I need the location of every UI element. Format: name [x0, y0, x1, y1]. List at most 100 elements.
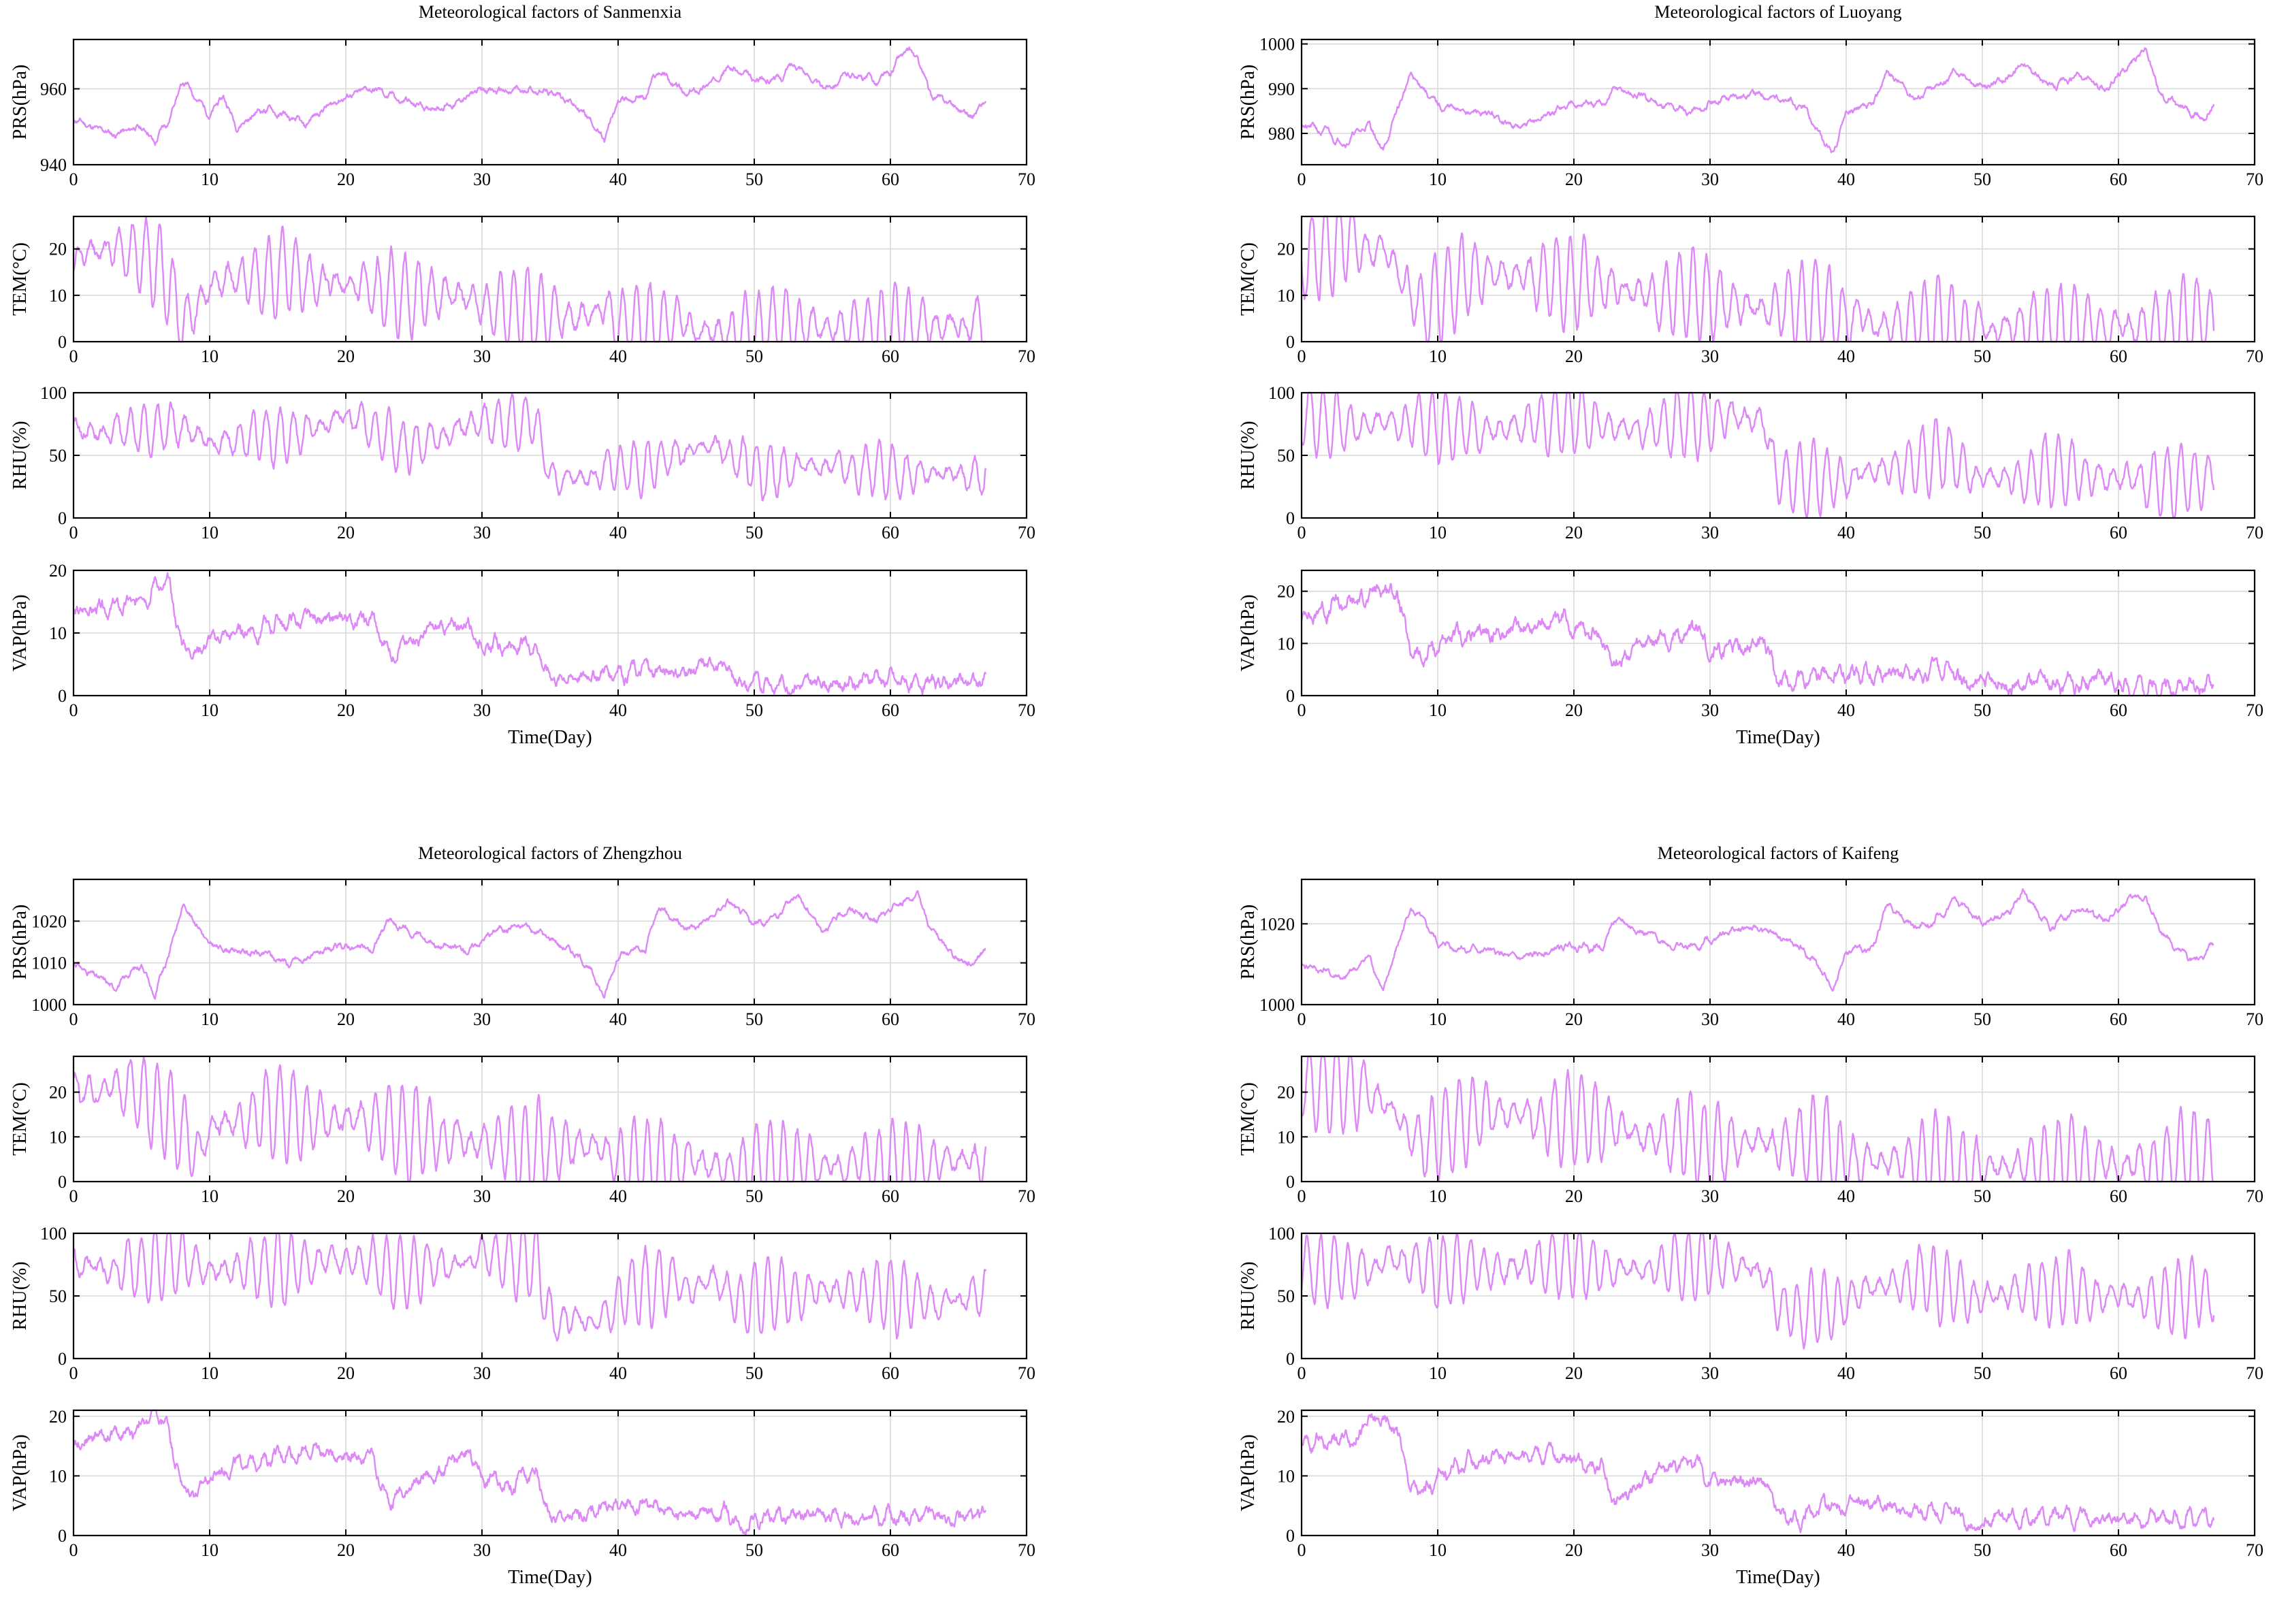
x-axis-label: Time(Day) — [1736, 727, 1820, 748]
x-tick-label: 20 — [337, 169, 355, 189]
y-tick-label: 0 — [1286, 508, 1295, 528]
axes-frame — [1300, 215, 2256, 343]
y-tick-label: 50 — [1277, 446, 1295, 466]
y-tick-label: 10 — [49, 1466, 67, 1486]
x-tick-label: 0 — [1297, 346, 1306, 366]
y-axis-label-vap: VAP(hPa) — [10, 1434, 31, 1511]
y-axis-label-prs: PRS(hPa) — [10, 905, 31, 979]
x-tick-label: 20 — [1565, 1009, 1583, 1029]
x-tick-label: 0 — [1297, 1009, 1306, 1029]
x-tick-label: 70 — [1018, 1363, 1035, 1383]
figure-1: Meteorological factors of Sanmenxia 0 10 20… — [10, 2, 1035, 748]
x-tick-label: 30 — [473, 169, 491, 189]
x-tick-label: 40 — [609, 1540, 627, 1560]
y-tick-label: 10 — [1277, 1466, 1295, 1486]
x-tick-label: 40 — [609, 523, 627, 542]
x-tick-label: 30 — [473, 523, 491, 542]
x-tick-label: 30 — [1701, 169, 1719, 189]
x-tick-label: 0 — [69, 1009, 78, 1029]
y-tick-label: 0 — [58, 332, 67, 352]
x-tick-label: 20 — [1565, 169, 1583, 189]
x-tick-label: 10 — [1429, 169, 1447, 189]
x-tick-label: 30 — [1701, 1186, 1719, 1206]
x-tick-label: 70 — [1018, 346, 1035, 366]
y-tick-label: 0 — [1286, 1172, 1295, 1192]
y-tick-label: 100 — [40, 383, 67, 403]
x-tick-label: 20 — [337, 523, 355, 542]
x-tick-label: 0 — [69, 1363, 78, 1383]
x-tick-label: 60 — [882, 1363, 899, 1383]
x-tick-label: 0 — [1297, 700, 1306, 720]
x-tick-label: 10 — [1429, 700, 1447, 720]
y-tick-label: 0 — [58, 1526, 67, 1546]
x-tick-label: 20 — [1565, 523, 1583, 542]
chart-title: Meteorological factors of Sanmenxia — [419, 2, 682, 22]
x-tick-label: 0 — [1297, 1540, 1306, 1560]
x-tick-label: 50 — [1973, 1540, 1991, 1560]
y-tick-label: 20 — [49, 561, 67, 581]
y-tick-label: 20 — [49, 240, 67, 259]
x-tick-label: 30 — [473, 700, 491, 720]
x-tick-label: 60 — [2110, 346, 2127, 366]
y-axis-label-tem: TEM(°C) — [1238, 242, 1259, 316]
x-tick-label: 60 — [2110, 169, 2127, 189]
x-tick-label: 70 — [1018, 700, 1035, 720]
y-tick-label: 960 — [40, 79, 67, 99]
x-tick-label: 70 — [1018, 1540, 1035, 1560]
x-tick-label: 50 — [745, 346, 763, 366]
x-tick-label: 50 — [745, 1363, 763, 1383]
series-line-prs — [1300, 47, 2215, 154]
y-tick-label: 990 — [1268, 79, 1295, 99]
panel-tem: 0 10 20 30 40 50 60 70 0 10 20 TEM(°C) — [10, 1055, 1035, 1206]
y-axis-label-prs: PRS(hPa) — [1238, 65, 1259, 140]
panel-tem: 0 10 20 30 40 50 60 70 0 10 20 TEM(°C) — [1238, 215, 2263, 366]
y-tick-label: 20 — [49, 1083, 67, 1103]
series-line-rhu — [1300, 391, 2215, 519]
x-tick-label: 50 — [1973, 1186, 1991, 1206]
series-line-rhu — [72, 393, 987, 502]
y-tick-label: 0 — [1286, 686, 1295, 706]
x-tick-label: 10 — [201, 1186, 219, 1206]
x-tick-label: 50 — [745, 1186, 763, 1206]
figure-2: Meteorological factors of Luoyang 0 10 20 30… — [1238, 2, 2263, 748]
x-tick-label: 70 — [1018, 1009, 1035, 1029]
x-tick-label: 0 — [1297, 1186, 1306, 1206]
x-tick-label: 40 — [1837, 523, 1855, 542]
x-tick-label: 30 — [1701, 523, 1719, 542]
y-tick-label: 50 — [49, 446, 67, 466]
axes-frame — [1300, 569, 2256, 697]
x-tick-label: 60 — [882, 1009, 899, 1029]
panel-vap: 0 10 20 30 40 50 60 70 0 10 20 VAP(hPa) — [1238, 569, 2263, 720]
x-tick-label: 20 — [337, 1363, 355, 1383]
x-tick-label: 50 — [745, 169, 763, 189]
panel-prs: 0 10 20 30 40 50 60 70 940 960 PRS(hPa) — [10, 38, 1035, 189]
x-tick-label: 60 — [882, 1186, 899, 1206]
x-tick-label: 50 — [1973, 1363, 1991, 1383]
axes-frame — [1300, 878, 2256, 1006]
y-tick-label: 10 — [49, 1127, 67, 1147]
x-tick-label: 70 — [2246, 346, 2263, 366]
axes-frame — [72, 878, 1028, 1006]
y-tick-label: 50 — [49, 1286, 67, 1306]
panel-vap: 0 10 20 30 40 50 60 70 0 10 20 VAP(hPa) — [10, 1407, 1035, 1560]
x-tick-label: 50 — [745, 1540, 763, 1560]
y-tick-label: 50 — [1277, 1286, 1295, 1306]
x-tick-label: 60 — [2110, 700, 2127, 720]
y-tick-label: 100 — [1268, 1224, 1295, 1244]
series-line-tem — [72, 1056, 987, 1183]
x-tick-label: 70 — [1018, 523, 1035, 542]
x-tick-label: 40 — [1837, 1363, 1855, 1383]
panel-vap: 0 10 20 30 40 50 60 70 0 10 20 VAP(hPa) — [10, 561, 1035, 720]
y-tick-label: 0 — [58, 1172, 67, 1192]
x-tick-label: 20 — [1565, 346, 1583, 366]
axes-frame — [72, 1055, 1028, 1183]
x-tick-label: 20 — [337, 700, 355, 720]
x-tick-label: 10 — [201, 346, 219, 366]
chart-title: Meteorological factors of Luoyang — [1654, 2, 1901, 22]
x-tick-label: 20 — [337, 1540, 355, 1560]
y-tick-label: 20 — [1277, 1407, 1295, 1427]
y-tick-label: 0 — [58, 1349, 67, 1369]
x-tick-label: 70 — [2246, 1186, 2263, 1206]
